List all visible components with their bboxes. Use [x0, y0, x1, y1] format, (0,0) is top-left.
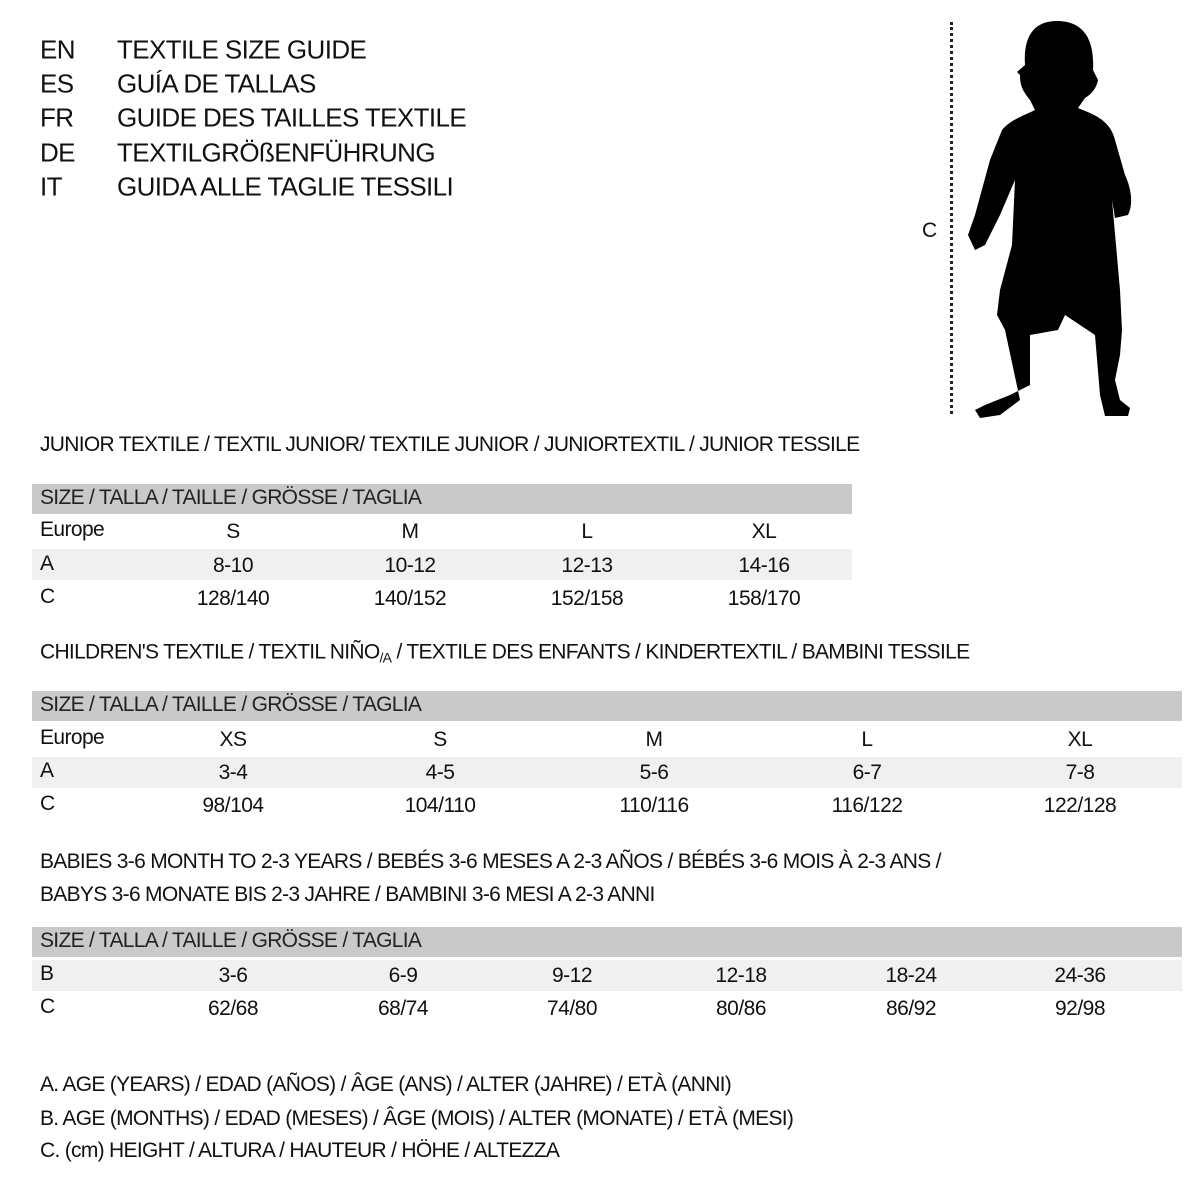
table-cell: XL — [751, 520, 777, 543]
table-cell: 104/110 — [404, 794, 476, 817]
table-cell: 110/116 — [619, 794, 689, 817]
table-cell: 140/152 — [373, 587, 447, 610]
table-cell: 128/140 — [196, 587, 270, 610]
table-cell: 4-5 — [425, 761, 455, 784]
table-cell: 12-13 — [561, 554, 613, 577]
table-cell: 10-12 — [384, 554, 436, 577]
table-cell: 9-12 — [551, 964, 593, 987]
table-cell: 12-18 — [715, 964, 767, 987]
alt-row-band — [32, 757, 1182, 788]
table-cell: M — [645, 728, 664, 751]
height-measure-line — [950, 22, 953, 414]
lang-code: IT — [40, 171, 63, 202]
lang-code: DE — [40, 137, 76, 168]
height-measure-label: C — [922, 219, 937, 242]
table-cell: 158/170 — [727, 587, 801, 610]
table-cell: 86/92 — [885, 997, 937, 1020]
legend-item: B. AGE (MONTHS) / EDAD (MESES) / ÂGE (MO… — [40, 1107, 794, 1130]
alt-row-band — [32, 549, 852, 580]
table-cell: 7-8 — [1065, 761, 1095, 784]
row-label: Europe — [40, 518, 105, 541]
child-silhouette-icon — [968, 21, 1132, 418]
row-label: C — [40, 585, 55, 608]
table-cell: 6-7 — [852, 761, 882, 784]
table-cell: XS — [219, 728, 247, 751]
row-label: A — [40, 552, 54, 575]
legend-item: C. (cm) HEIGHT / ALTURA / HAUTEUR / HÖHE… — [40, 1139, 560, 1162]
babies-heading-line1: BABIES 3-6 MONTH TO 2-3 YEARS / BEBÉS 3-… — [40, 850, 942, 873]
row-label: C — [40, 792, 55, 815]
junior-heading: JUNIOR TEXTILE / TEXTIL JUNIOR/ TEXTILE … — [40, 433, 860, 456]
legend-item: A. AGE (YEARS) / EDAD (AÑOS) / ÂGE (ANS)… — [40, 1073, 732, 1096]
row-label: Europe — [40, 726, 105, 749]
size-header: SIZE / TALLA / TAILLE / GRÖSSE / TAGLIA — [40, 929, 422, 952]
table-cell: 62/68 — [207, 997, 259, 1020]
row-label: C — [40, 995, 55, 1018]
table-cell: 116/122 — [831, 794, 903, 817]
table-cell: 68/74 — [377, 997, 429, 1020]
table-cell: L — [581, 520, 593, 543]
size-header: SIZE / TALLA / TAILLE / GRÖSSE / TAGLIA — [40, 486, 422, 509]
table-cell: 152/158 — [550, 587, 624, 610]
lang-title: TEXTILE SIZE GUIDE — [117, 34, 367, 65]
table-cell: 3-4 — [218, 761, 248, 784]
table-cell: 98/104 — [202, 794, 264, 817]
lang-title: GUIDA ALLE TAGLIE TESSILI — [117, 171, 454, 202]
table-cell: L — [861, 728, 873, 751]
table-cell: XL — [1067, 728, 1093, 751]
lang-code: ES — [40, 68, 74, 99]
row-label: A — [40, 759, 54, 782]
size-header: SIZE / TALLA / TAILLE / GRÖSSE / TAGLIA — [40, 693, 422, 716]
lang-code: FR — [40, 102, 74, 133]
row-label: B — [40, 962, 54, 985]
table-cell: M — [401, 520, 420, 543]
table-cell: S — [226, 520, 240, 543]
table-cell: S — [433, 728, 447, 751]
table-cell: 122/128 — [1043, 794, 1117, 817]
table-cell: 6-9 — [388, 964, 418, 987]
table-cell: 18-24 — [885, 964, 937, 987]
table-cell: 8-10 — [212, 554, 254, 577]
table-header-band — [32, 927, 1182, 957]
table-cell: 80/86 — [715, 997, 767, 1020]
table-cell: 5-6 — [639, 761, 669, 784]
lang-code: EN — [40, 34, 76, 65]
lang-title: GUÍA DE TALLAS — [117, 68, 316, 99]
table-cell: 92/98 — [1054, 997, 1106, 1020]
table-cell: 74/80 — [546, 997, 598, 1020]
table-header-band — [32, 484, 852, 514]
lang-title: GUIDE DES TAILLES TEXTILE — [117, 102, 467, 133]
table-cell: 24-36 — [1054, 964, 1106, 987]
alt-row-band — [32, 960, 1182, 991]
babies-heading-line2: BABYS 3-6 MONATE BIS 2-3 JAHRE / BAMBINI… — [40, 883, 655, 906]
children-heading: CHILDREN'S TEXTILE / TEXTIL NIÑO/A / TEX… — [40, 640, 970, 666]
table-cell: 14-16 — [738, 554, 790, 577]
table-cell: 3-6 — [218, 964, 248, 987]
table-header-band — [32, 691, 1182, 721]
lang-title: TEXTILGRÖßENFÜHRUNG — [117, 137, 436, 168]
